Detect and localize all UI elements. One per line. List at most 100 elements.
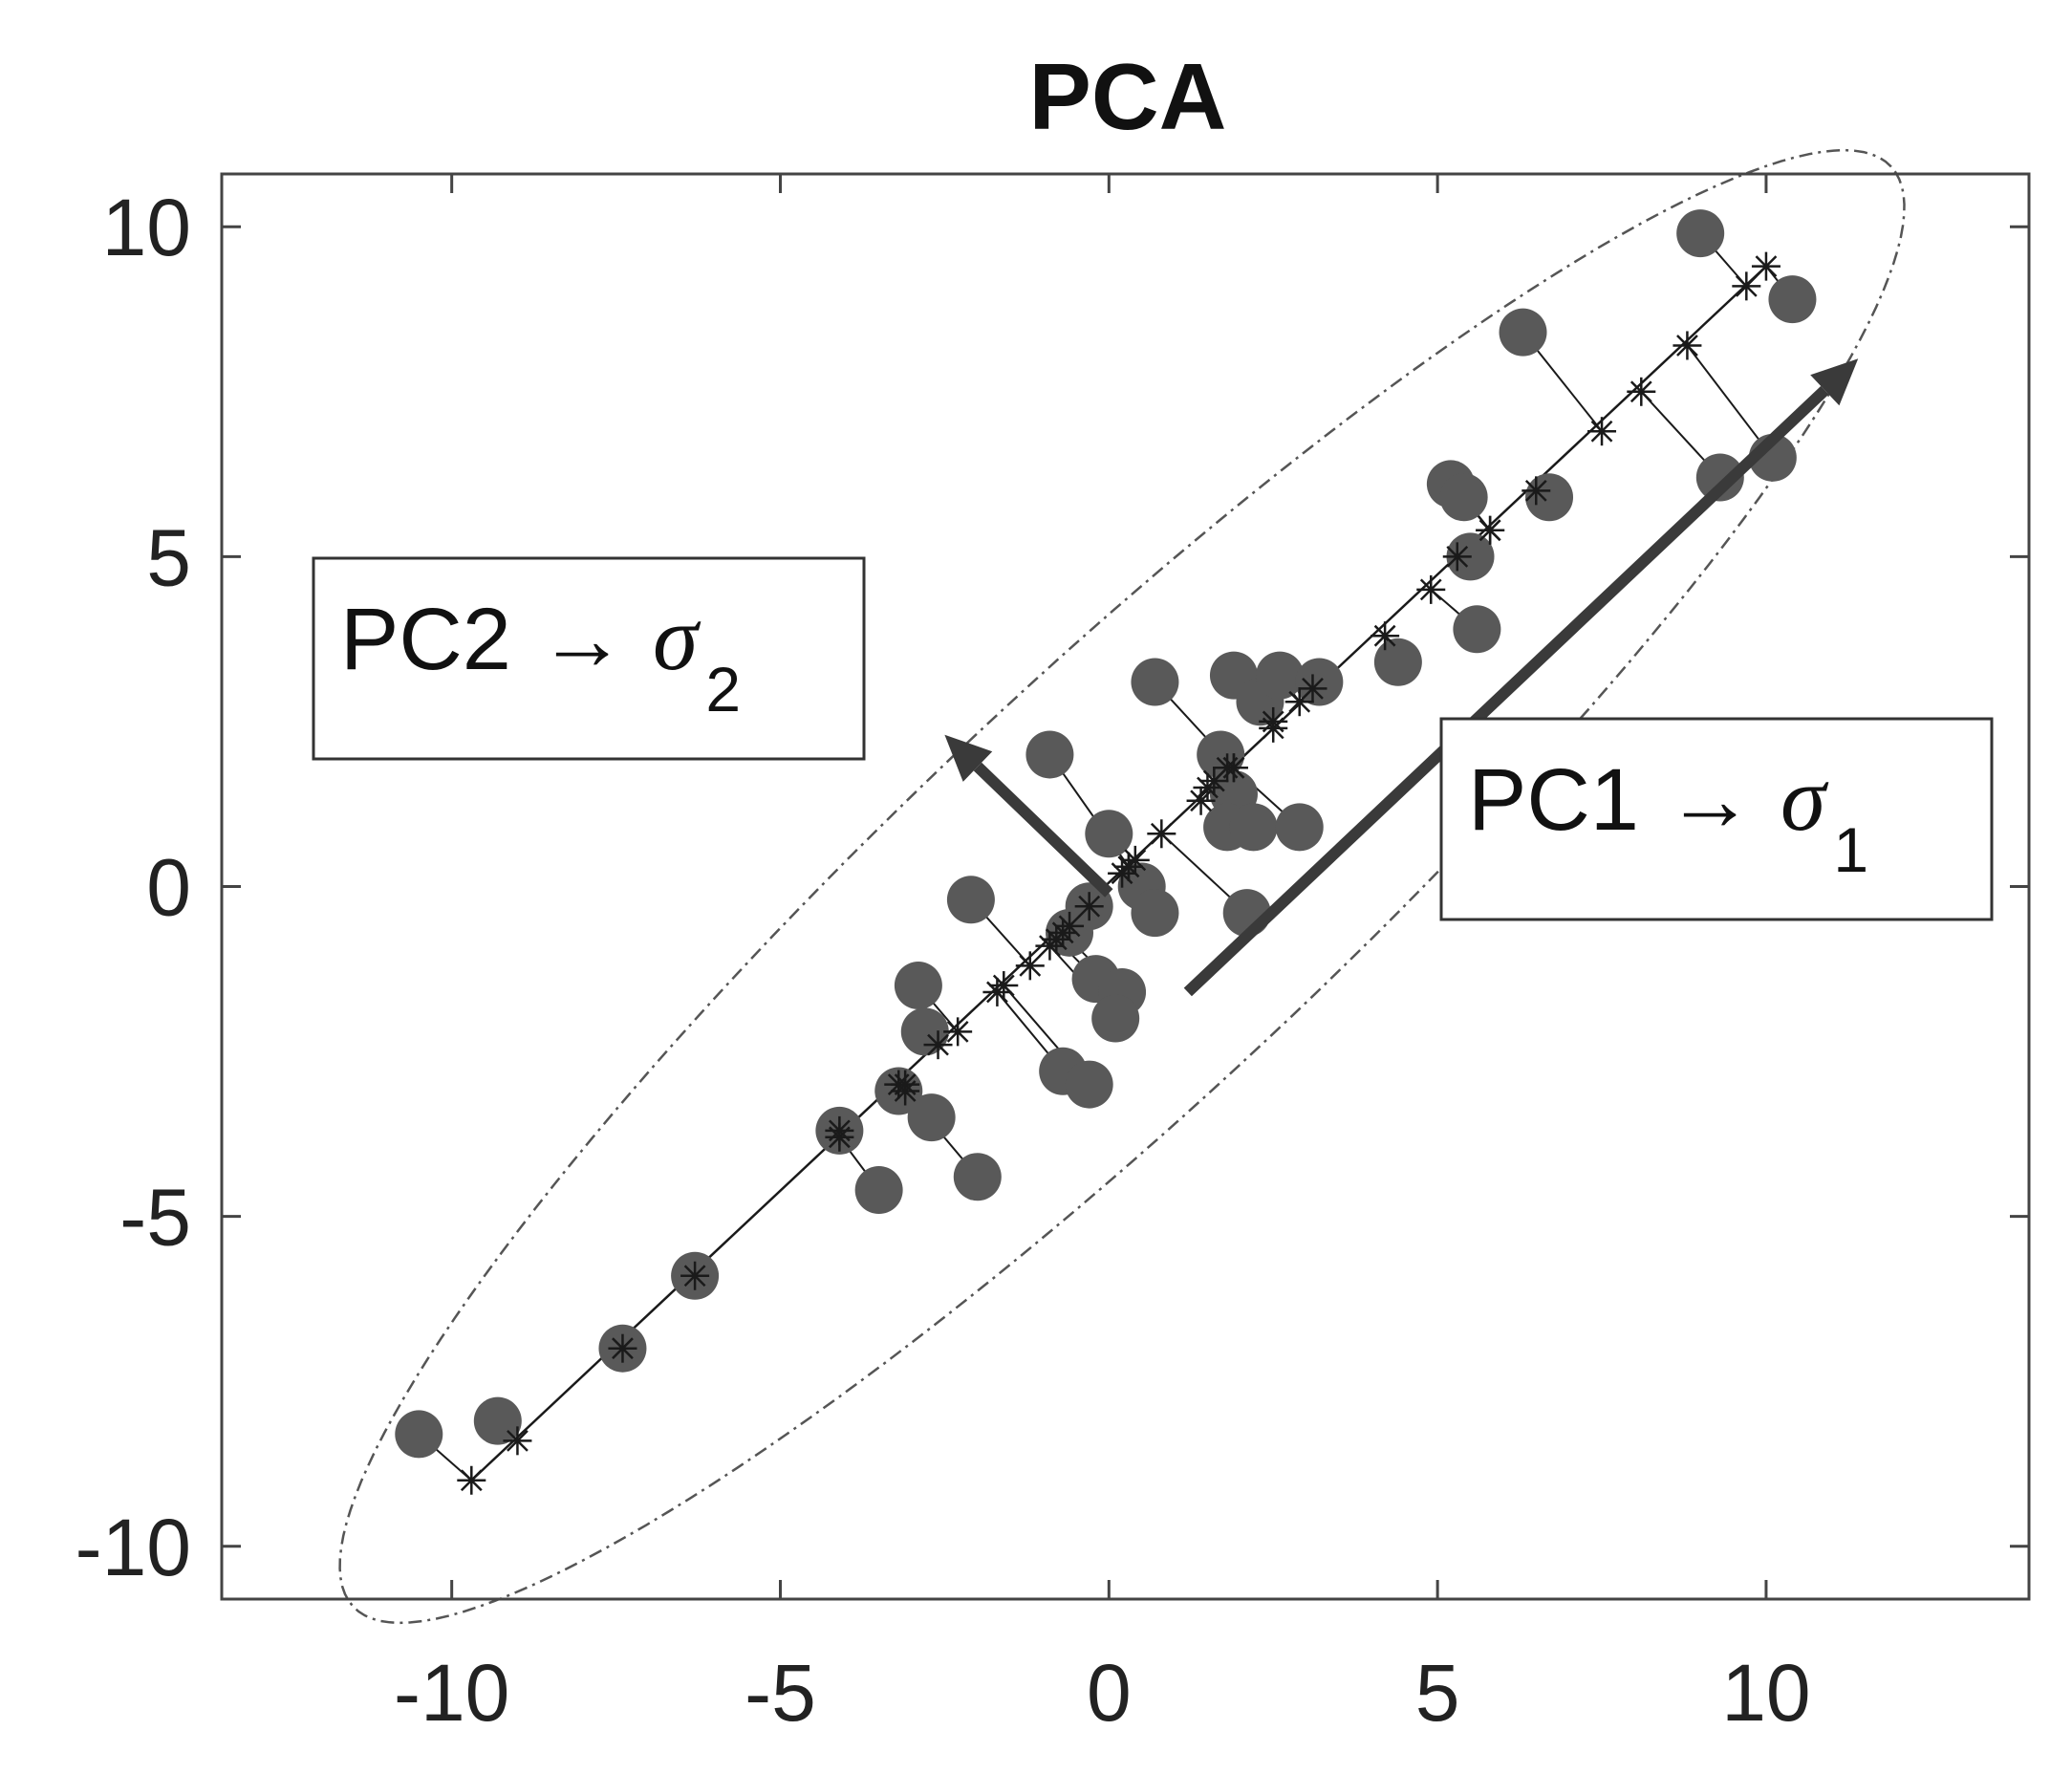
- projected-point-marker: [1259, 706, 1288, 736]
- projected-point-marker: [1627, 377, 1656, 406]
- marker-stroke: [1019, 954, 1042, 977]
- marker-stroke: [1676, 335, 1698, 357]
- projected-point-marker: [680, 1261, 710, 1290]
- projected-point-marker: [891, 1076, 920, 1106]
- marker-stroke: [894, 1080, 917, 1102]
- projected-point-marker: [1147, 819, 1176, 849]
- data-point: [854, 1166, 903, 1215]
- pc1-annotation: PC1 → σ 1: [1439, 717, 1994, 921]
- data-point: [395, 1410, 443, 1459]
- data-point: [1131, 658, 1179, 706]
- marker-stroke: [1446, 545, 1469, 568]
- data-point: [1275, 803, 1324, 852]
- principal-component-arrows-layer: [944, 358, 1859, 997]
- projected-point-marker: [1476, 515, 1505, 545]
- marker-stroke: [1735, 274, 1758, 297]
- data-point: [1676, 209, 1725, 258]
- pc2-arrow-shaft: [973, 762, 1113, 898]
- marker-stroke: [927, 1033, 949, 1056]
- x-tick-label: 0: [1087, 1648, 1132, 1738]
- data-point: [1453, 605, 1501, 654]
- data-point: [1065, 1060, 1113, 1109]
- marker-stroke: [946, 1020, 969, 1043]
- y-tick-label: -5: [119, 1173, 191, 1263]
- x-tick-label: 5: [1415, 1648, 1460, 1738]
- y-tick-label: -10: [76, 1503, 191, 1592]
- pc2-annotation: PC2 → σ 2: [312, 556, 866, 761]
- projected-point-marker: [1074, 892, 1104, 921]
- marker-stroke: [683, 1265, 706, 1287]
- projected-point-marker: [608, 1333, 637, 1363]
- marker-stroke: [1630, 380, 1652, 403]
- marker-stroke: [1419, 578, 1442, 601]
- marker-stroke: [1262, 710, 1284, 733]
- projected-point-marker: [1371, 621, 1400, 651]
- chart-title: PCA: [1029, 44, 1227, 149]
- data-point: [1525, 473, 1574, 522]
- projected-point-marker: [1219, 753, 1248, 783]
- data-point: [894, 962, 942, 1010]
- data-point: [1768, 275, 1817, 324]
- pc1-arrow-head: [1810, 358, 1859, 406]
- pc2-annotation-text: PC2 → σ 2: [340, 587, 741, 725]
- marker-stroke: [507, 1429, 529, 1452]
- pc1-annotation-text: PC1 → σ 1: [1468, 747, 1868, 885]
- data-point: [1695, 453, 1744, 502]
- data-point: [1373, 638, 1422, 686]
- projected-points-layer: [457, 251, 1781, 1495]
- marker-stroke: [1150, 822, 1173, 845]
- projected-point-marker: [1298, 674, 1327, 703]
- x-tick-label: -10: [394, 1648, 509, 1738]
- projected-point-marker: [1442, 542, 1472, 572]
- marker-stroke: [1373, 624, 1396, 647]
- data-point: [1131, 889, 1179, 938]
- data-point: [1499, 308, 1547, 357]
- projected-point-marker: [825, 1122, 854, 1152]
- pc2-arrow-glyph: →: [538, 591, 626, 688]
- marker-stroke: [1222, 756, 1245, 779]
- projected-point-marker: [1015, 951, 1045, 981]
- y-tick-label: 5: [146, 512, 191, 602]
- y-tick-label: 10: [102, 183, 191, 272]
- pc1-arrow-shaft: [1183, 385, 1829, 997]
- projected-point-marker: [1416, 574, 1446, 604]
- pc2-arrow-head: [944, 734, 993, 782]
- marker-stroke: [612, 1337, 634, 1360]
- data-point: [1229, 803, 1278, 852]
- pc1-subscript: 1: [1833, 814, 1868, 885]
- data-point: [953, 1153, 1002, 1201]
- data-point: [1085, 810, 1133, 858]
- projected-point-marker: [1751, 251, 1781, 281]
- y-tick-label: 0: [146, 843, 191, 933]
- pc1-arrow-glyph: →: [1666, 751, 1754, 849]
- marker-stroke: [1078, 895, 1101, 918]
- data-point: [1025, 730, 1074, 779]
- projected-point-marker: [1522, 476, 1551, 506]
- marker-stroke: [1111, 862, 1133, 885]
- projected-point-marker: [923, 1030, 953, 1060]
- marker-stroke: [460, 1469, 483, 1492]
- marker-stroke: [1039, 935, 1061, 958]
- projected-point-marker: [1035, 931, 1065, 961]
- projected-point-marker: [1673, 331, 1702, 360]
- projected-point-marker: [943, 1017, 973, 1047]
- projected-point-marker: [1193, 772, 1222, 802]
- projected-point-marker: [1587, 417, 1617, 446]
- data-point: [1091, 994, 1140, 1043]
- projected-point-marker: [503, 1426, 532, 1456]
- projected-point-marker: [457, 1465, 486, 1495]
- marker-stroke: [828, 1126, 851, 1149]
- pc1-annotation-box: [1439, 717, 1994, 921]
- marker-stroke: [992, 974, 1015, 997]
- x-tick-label: -5: [745, 1648, 816, 1738]
- pc2-label: PC2: [340, 591, 511, 688]
- data-point: [1256, 651, 1305, 700]
- x-tick-label: 10: [1721, 1648, 1810, 1738]
- pc1-label: PC1: [1468, 751, 1639, 849]
- pc2-annotation-box: [312, 556, 866, 761]
- marker-stroke: [1302, 678, 1324, 700]
- data-point: [1439, 473, 1488, 522]
- axis-ticks-layer: -10 -5 0 5 10 -10 -5 0 5 10: [76, 174, 2029, 1738]
- pc2-subscript: 2: [705, 654, 741, 725]
